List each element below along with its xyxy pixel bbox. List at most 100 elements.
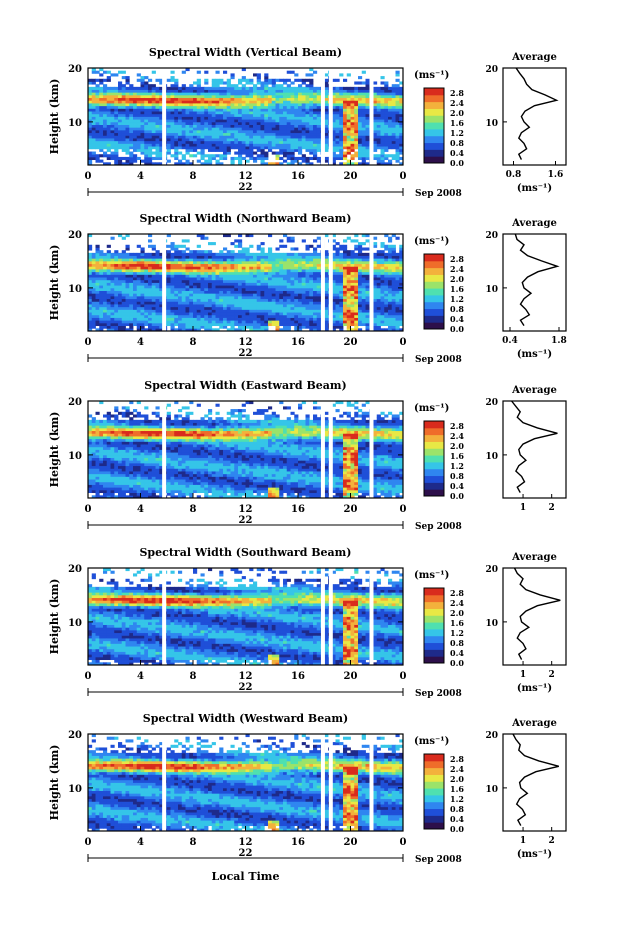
y-tick-label: 20 xyxy=(68,730,82,741)
data-gap-1 xyxy=(162,734,166,831)
colorbar-tick-label: 2.4 xyxy=(450,598,464,608)
date-label: 22 xyxy=(239,848,253,859)
avg-x-tick-label: 2 xyxy=(549,670,555,680)
date-label: 22 xyxy=(239,515,253,526)
colorbar-tick-label: 2.0 xyxy=(450,608,464,618)
avg-y-tick-label: 20 xyxy=(485,398,498,408)
colorbar-tick-label: 2.4 xyxy=(450,431,464,441)
date-label: 22 xyxy=(239,348,253,359)
data-gap-3 xyxy=(329,68,333,165)
colorbar-tick-label: 0.4 xyxy=(450,481,464,491)
heatmap-cells xyxy=(88,734,403,831)
x-tick-label: 0 xyxy=(400,837,407,848)
colorbar-unit: (ms⁻¹) xyxy=(414,236,449,247)
avg-x-tick-label: 1.6 xyxy=(548,170,564,180)
data-gap-1 xyxy=(162,401,166,498)
colorbar-tick-label: 0.0 xyxy=(450,491,464,501)
heatmap-cells xyxy=(88,68,403,165)
colorbar-tick-label: 1.2 xyxy=(450,461,464,471)
avg-y-tick-label: 10 xyxy=(485,285,498,295)
panel-4: Spectral Width (Southward Beam)2010Heigh… xyxy=(48,546,566,699)
colorbar-tick-label: 0.8 xyxy=(450,304,464,314)
x-tick-label: 4 xyxy=(137,671,144,682)
data-gap-4 xyxy=(370,68,374,165)
panel-title: Spectral Width (Northward Beam) xyxy=(140,212,352,225)
data-gap-3 xyxy=(329,401,333,498)
colorbar xyxy=(424,254,444,330)
x-tick-label: 8 xyxy=(190,837,197,848)
date-label: 22 xyxy=(239,682,253,693)
colorbar-tick-label: 0.4 xyxy=(450,314,464,324)
colorbar-tick-label: 0.0 xyxy=(450,824,464,834)
avg-y-tick-label: 10 xyxy=(485,619,498,629)
avg-x-tick-label: 1 xyxy=(520,836,526,846)
colorbar-tick-label: 0.8 xyxy=(450,804,464,814)
colorbar-tick-label: 1.6 xyxy=(450,784,464,794)
x-tick-label: 20 xyxy=(344,337,358,348)
average-unit: (ms⁻¹) xyxy=(517,683,552,694)
colorbar-tick-label: 2.8 xyxy=(450,88,464,98)
average-title: Average xyxy=(511,552,557,563)
average-frame xyxy=(503,734,566,831)
colorbar-tick-label: 1.6 xyxy=(450,451,464,461)
avg-y-tick-label: 20 xyxy=(485,231,498,241)
y-axis-label: Height (km) xyxy=(48,579,61,655)
x-tick-label: 16 xyxy=(291,504,305,515)
average-unit: (ms⁻¹) xyxy=(517,183,552,194)
average-profile-line xyxy=(515,568,561,660)
avg-x-tick-label: 0.4 xyxy=(502,336,518,346)
data-gap-2 xyxy=(321,734,325,831)
panel-title: Spectral Width (Eastward Beam) xyxy=(144,379,346,392)
x-tick-label: 0 xyxy=(85,337,92,348)
y-tick-label: 20 xyxy=(68,64,82,75)
colorbar-unit: (ms⁻¹) xyxy=(414,70,449,81)
x-tick-label: 0 xyxy=(400,671,407,682)
x-tick-label: 20 xyxy=(344,671,358,682)
x-tick-label: 0 xyxy=(400,171,407,182)
colorbar-tick-label: 0.0 xyxy=(450,158,464,168)
data-gap-4 xyxy=(370,568,374,665)
x-tick-label: 8 xyxy=(190,504,197,515)
colorbar xyxy=(424,588,444,664)
x-tick-label: 20 xyxy=(344,504,358,515)
colorbar-tick-label: 2.8 xyxy=(450,754,464,764)
colorbar-tick-label: 1.6 xyxy=(450,618,464,628)
average-unit: (ms⁻¹) xyxy=(517,849,552,860)
average-profile-line xyxy=(512,401,558,493)
x-tick-label: 0 xyxy=(85,171,92,182)
colorbar-tick-label: 1.2 xyxy=(450,128,464,138)
average-title: Average xyxy=(511,718,557,729)
colorbar-tick-label: 0.8 xyxy=(450,138,464,148)
panel-1: Spectral Width (Vertical Beam)2010Height… xyxy=(48,46,566,199)
data-gap-2 xyxy=(321,68,325,165)
panel-3: Spectral Width (Eastward Beam) 20 10 Height… xyxy=(48,379,566,532)
colorbar-unit: (ms⁻¹) xyxy=(414,570,449,581)
panel-title: Spectral Width (Vertical Beam) xyxy=(149,46,342,59)
x-tick-label: 0 xyxy=(85,671,92,682)
x-tick-label: 4 xyxy=(137,504,144,515)
colorbar-tick-label: 0.0 xyxy=(450,658,464,668)
colorbar-tick-label: 2.4 xyxy=(450,764,464,774)
date-range-label: Sep 2008 xyxy=(415,855,462,865)
heatmap-cells xyxy=(88,234,403,331)
x-tick-label: 4 xyxy=(137,171,144,182)
avg-y-tick-label: 10 xyxy=(485,452,498,462)
data-gap-1 xyxy=(162,234,166,331)
avg-x-tick-label: 2 xyxy=(549,836,555,846)
x-tick-label: 4 xyxy=(137,337,144,348)
avg-y-tick-label: 10 xyxy=(485,119,498,129)
colorbar-tick-label: 1.2 xyxy=(450,294,464,304)
data-gap-3 xyxy=(329,734,333,831)
x-tick-label: 0 xyxy=(400,337,407,348)
avg-y-tick-label: 20 xyxy=(485,565,498,575)
average-frame xyxy=(503,68,566,165)
panel-5: Spectral Width (Westward Beam)2010Height… xyxy=(48,712,566,865)
x-tick-label: 16 xyxy=(291,337,305,348)
colorbar-tick-label: 1.6 xyxy=(450,284,464,294)
data-gap-4 xyxy=(370,401,374,498)
average-unit: (ms⁻¹) xyxy=(517,349,552,360)
x-tick-label: 12 xyxy=(239,671,253,682)
y-axis-label: Height (km) xyxy=(48,412,61,488)
y-tick-label: 20 xyxy=(68,564,82,575)
